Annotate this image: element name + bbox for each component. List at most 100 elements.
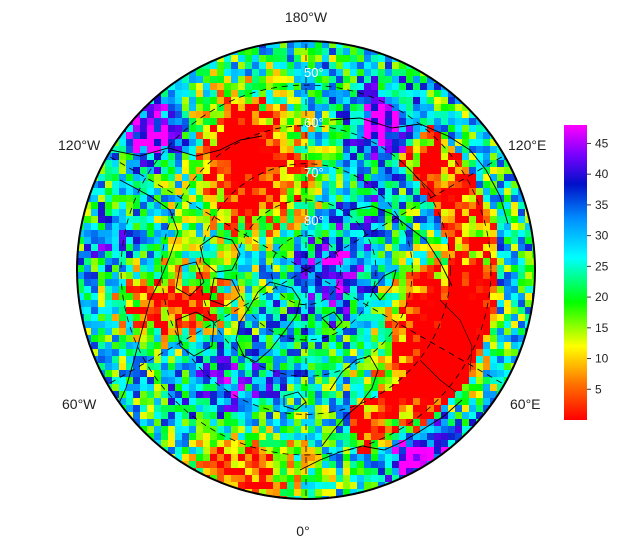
field-cell [189, 272, 197, 280]
field-cell [343, 447, 351, 455]
lon-label-60e: 60°E [510, 396, 541, 412]
field-cell [259, 286, 267, 294]
field-cell [252, 454, 260, 462]
field-cell [224, 328, 232, 336]
field-cell [259, 230, 267, 238]
field-cell [357, 398, 365, 406]
field-cell [266, 356, 274, 364]
field-cell [126, 335, 134, 343]
field-cell [462, 139, 470, 147]
field-cell [203, 454, 211, 462]
field-cell [301, 195, 309, 203]
field-cell [294, 447, 302, 455]
field-cell [476, 328, 484, 336]
field-cell [322, 293, 330, 301]
field-cell [322, 251, 330, 259]
field-cell [224, 384, 232, 392]
field-cell [196, 370, 204, 378]
field-cell [203, 69, 211, 77]
field-cell [273, 209, 281, 217]
field-cell [476, 181, 484, 189]
field-cell [105, 153, 113, 161]
graticule [107, 41, 505, 499]
field-cell [357, 216, 365, 224]
field-cell [182, 419, 190, 427]
field-cell [252, 118, 260, 126]
field-cell [196, 433, 204, 441]
field-cell [147, 307, 155, 315]
field-cell [399, 69, 407, 77]
field-cell [371, 349, 379, 357]
field-cell [217, 209, 225, 217]
field-cell [490, 160, 498, 168]
field-cell [217, 349, 225, 357]
field-cell [245, 314, 253, 322]
field-cell [280, 286, 288, 294]
field-cell [364, 454, 372, 462]
field-cell [350, 496, 358, 499]
field-cell [413, 349, 421, 357]
field-cell [343, 244, 351, 252]
field-cell [385, 139, 393, 147]
field-cell [497, 153, 505, 161]
field-cell [469, 328, 477, 336]
field-cell [357, 391, 365, 399]
field-cell [140, 202, 148, 210]
field-cell [217, 69, 225, 77]
field-cell [273, 300, 281, 308]
field-cell [448, 216, 456, 224]
field-cell [385, 412, 393, 420]
field-cell [399, 62, 407, 70]
field-cell [434, 104, 442, 112]
field-cell [245, 202, 253, 210]
field-cell [497, 349, 505, 357]
field-cell [154, 433, 162, 441]
field-cell [231, 174, 239, 182]
field-cell [224, 125, 232, 133]
field-cell [308, 370, 316, 378]
field-cell [147, 209, 155, 217]
field-cell [343, 174, 351, 182]
field-cell [392, 405, 400, 413]
field-cell [462, 370, 470, 378]
field-cell [154, 188, 162, 196]
field-cell [217, 139, 225, 147]
field-cell [217, 237, 225, 245]
field-cell [406, 384, 414, 392]
field-cell [245, 209, 253, 217]
field-cell [329, 41, 337, 49]
field-cell [203, 202, 211, 210]
field-cell [287, 419, 295, 427]
field-cell [119, 377, 127, 385]
field-cell [217, 216, 225, 224]
field-cell [441, 244, 449, 252]
field-cell [308, 461, 316, 469]
field-cell [210, 69, 218, 77]
field-cell [357, 97, 365, 105]
field-cell [371, 433, 379, 441]
field-cell [252, 90, 260, 98]
field-cell [196, 454, 204, 462]
field-cell [511, 356, 519, 364]
field-cell [476, 160, 484, 168]
field-cell [301, 223, 309, 231]
field-cell [147, 216, 155, 224]
field-cell [189, 76, 197, 84]
field-cell [315, 104, 323, 112]
field-cell [336, 69, 344, 77]
field-cell [308, 167, 316, 175]
field-cell [364, 300, 372, 308]
field-cell [343, 118, 351, 126]
field-cell [455, 146, 463, 154]
field-cell [329, 293, 337, 301]
field-cell [224, 412, 232, 420]
field-cell [448, 195, 456, 203]
field-cell [378, 300, 386, 308]
field-cell [301, 461, 309, 469]
field-cell [315, 265, 323, 273]
field-cell [273, 356, 281, 364]
field-cell [259, 489, 267, 497]
field-cell [91, 314, 99, 322]
field-cell [441, 391, 449, 399]
field-cell [168, 384, 176, 392]
